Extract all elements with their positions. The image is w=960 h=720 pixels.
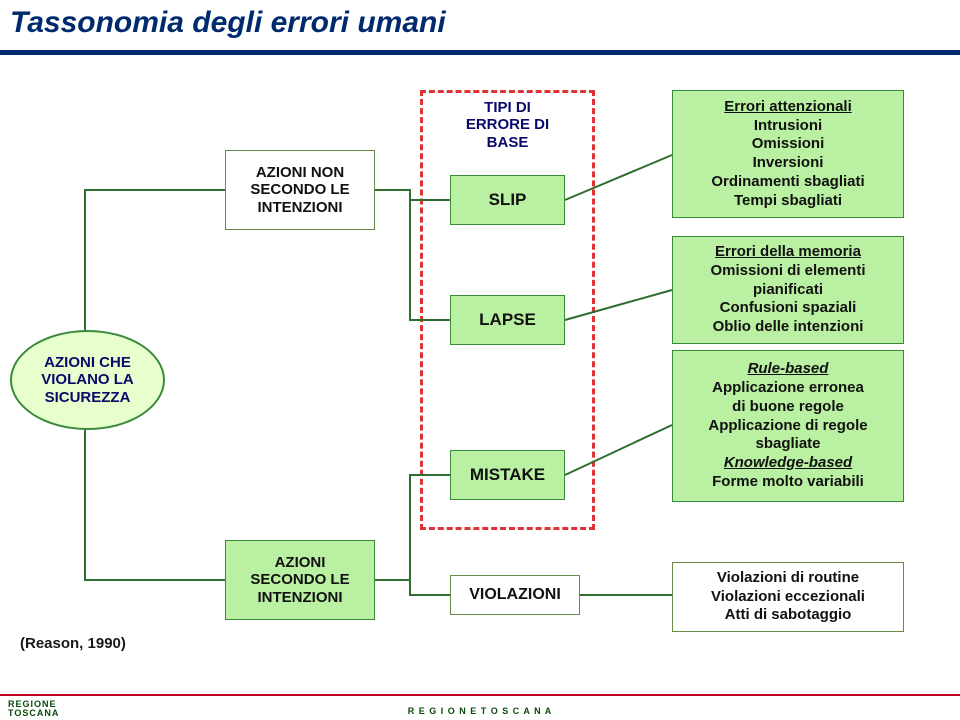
intentional-node: AZIONI SECONDO LE INTENZIONI <box>225 540 375 620</box>
footer-center-text: R E G I O N E T O S C A N A <box>0 706 960 716</box>
title-underline <box>0 50 960 55</box>
right-box-2: Errori della memoriaOmissioni di element… <box>672 236 904 344</box>
non-intentional-node: AZIONI NON SECONDO LE INTENZIONI <box>225 150 375 230</box>
page-root: Tassonomia degli errori umani TIPI DI ER… <box>0 0 960 720</box>
root-node: AZIONI CHE VIOLANO LA SICUREZZA <box>10 330 165 430</box>
citation-label: (Reason, 1990) <box>20 635 126 652</box>
mistake-node: MISTAKE <box>450 450 565 500</box>
slip-node: SLIP <box>450 175 565 225</box>
lapse-node: LAPSE <box>450 295 565 345</box>
error-types-label: TIPI DI ERRORE DI BASE <box>440 95 575 155</box>
right-box-3: Rule-basedApplicazione erroneadi buone r… <box>672 350 904 502</box>
right-box-4: Violazioni di routineViolazioni eccezion… <box>672 562 904 632</box>
right-box-1: Errori attenzionaliIntrusioniOmissioniIn… <box>672 90 904 218</box>
violazioni-node: VIOLAZIONI <box>450 575 580 615</box>
page-title: Tassonomia degli errori umani <box>10 6 446 40</box>
footer: REGIONE TOSCANA R E G I O N E T O S C A … <box>0 696 960 720</box>
